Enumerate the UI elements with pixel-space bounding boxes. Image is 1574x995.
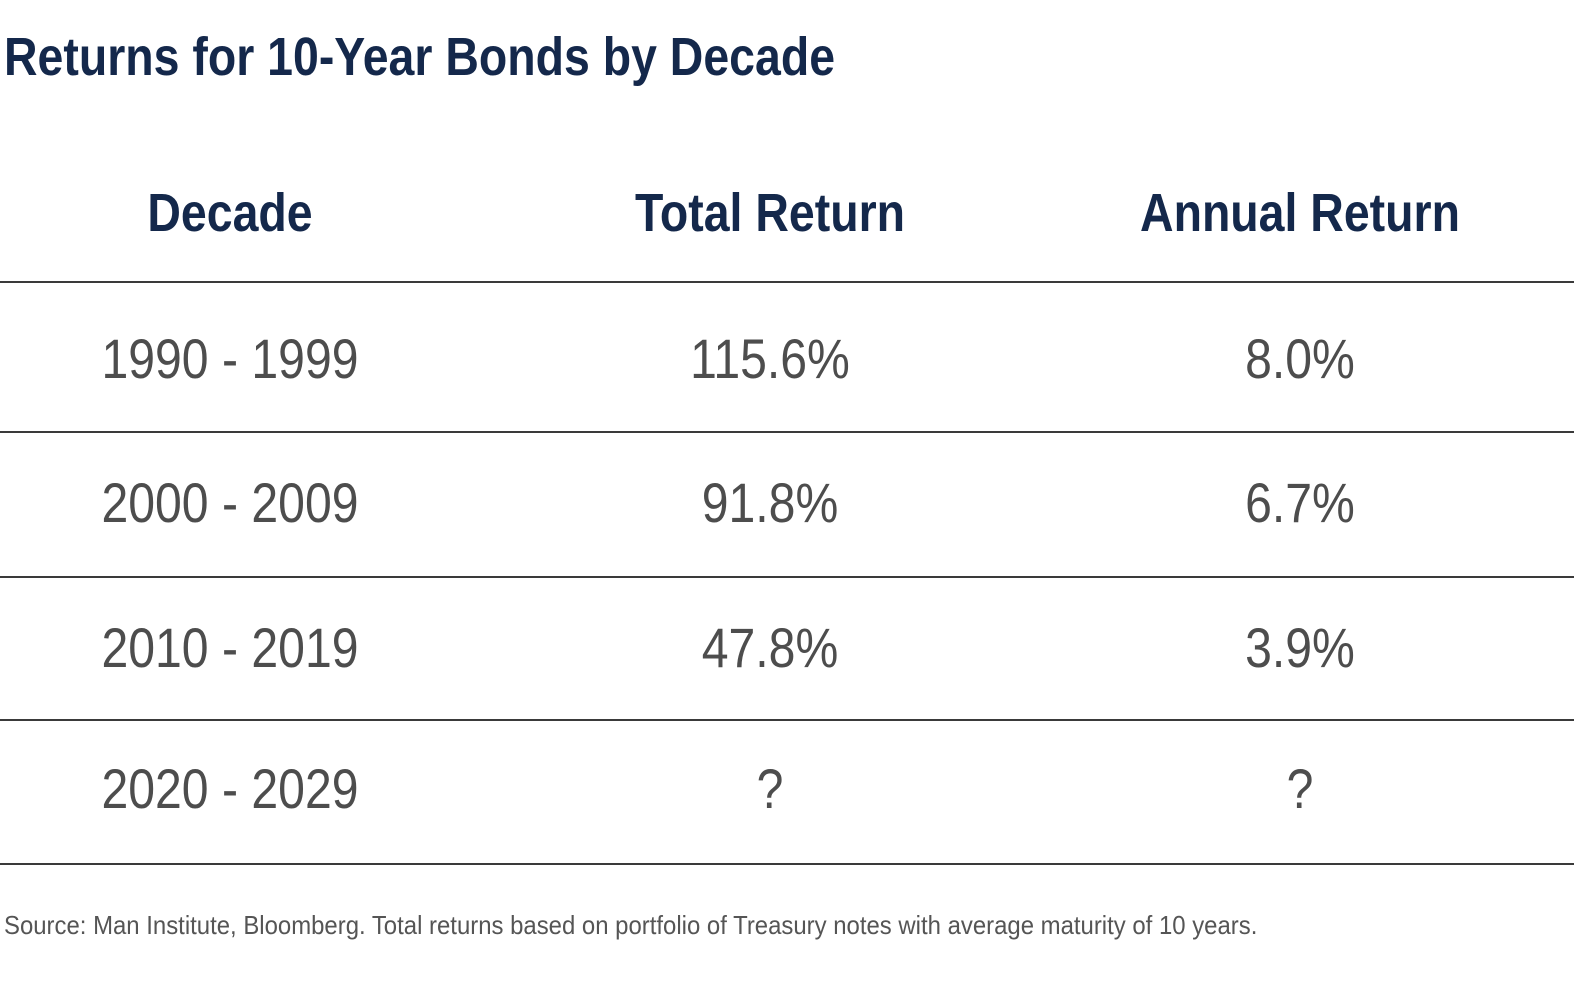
table-header-row: Decade Total Return Annual Return — [0, 150, 1574, 281]
row-divider — [0, 863, 1574, 865]
row-divider — [0, 719, 1574, 721]
returns-table: Decade Total Return Annual Return 1990 -… — [0, 150, 1574, 865]
header-annual-return: Annual Return — [1140, 183, 1460, 243]
row-divider — [0, 281, 1574, 283]
cell-decade: 2010 - 2019 — [101, 616, 359, 679]
row-divider — [0, 431, 1574, 433]
row-divider — [0, 576, 1574, 578]
cell-total-return: 47.8% — [701, 616, 839, 679]
source-footnote: Source: Man Institute, Bloomberg. Total … — [4, 910, 1258, 940]
cell-annual-return: 6.7% — [1245, 471, 1355, 534]
cell-annual-return: 3.9% — [1245, 616, 1355, 679]
cell-decade: 2020 - 2029 — [101, 757, 359, 820]
cell-annual-return: ? — [1286, 757, 1314, 820]
cell-decade: 2000 - 2009 — [101, 471, 359, 534]
cell-total-return: 91.8% — [701, 471, 839, 534]
cell-total-return: 115.6% — [690, 327, 850, 390]
header-total-return: Total Return — [634, 183, 906, 243]
chart-title: Returns for 10-Year Bonds by Decade — [4, 27, 836, 87]
header-decade: Decade — [147, 183, 313, 243]
cell-annual-return: 8.0% — [1245, 327, 1355, 390]
cell-decade: 1990 - 1999 — [101, 327, 359, 390]
cell-total-return: ? — [756, 757, 784, 820]
